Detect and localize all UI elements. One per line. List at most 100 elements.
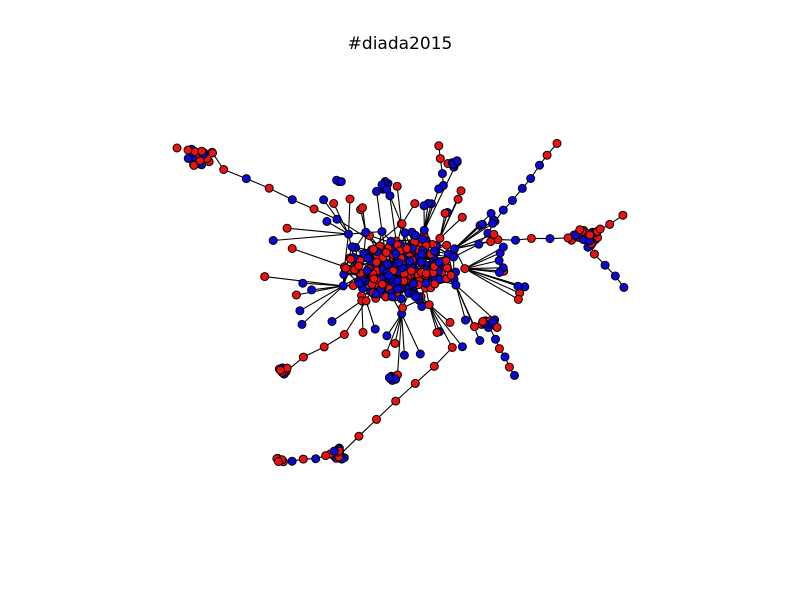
node-blue — [409, 279, 419, 289]
node-blue — [287, 456, 297, 466]
node-blue — [450, 244, 459, 254]
node-red — [298, 352, 308, 362]
node-layer — [172, 138, 629, 467]
node-blue — [600, 260, 610, 270]
edge — [296, 285, 344, 296]
node-red — [377, 279, 387, 289]
node-blue — [545, 234, 555, 244]
node-red — [552, 138, 562, 148]
node-blue — [517, 183, 527, 193]
node-blue — [500, 352, 510, 362]
node-blue — [486, 209, 496, 218]
edge — [401, 313, 421, 355]
edge — [394, 313, 403, 344]
node-red — [504, 362, 514, 372]
edge — [428, 304, 451, 323]
edge — [464, 268, 500, 274]
edge — [385, 313, 403, 354]
node-red — [442, 240, 452, 250]
node-blue — [452, 156, 462, 166]
node-red — [575, 225, 585, 235]
node-red — [361, 296, 371, 306]
node-red — [486, 237, 496, 247]
node-blue — [535, 160, 544, 170]
edge — [439, 198, 459, 239]
node-blue — [449, 252, 458, 262]
node-blue — [419, 201, 429, 211]
node-red — [369, 244, 378, 254]
node-blue — [241, 174, 251, 184]
node-blue — [295, 306, 305, 316]
node-blue — [371, 289, 381, 299]
node-red — [406, 266, 416, 276]
node-red — [282, 223, 292, 233]
edge — [331, 300, 363, 322]
node-red — [354, 431, 364, 441]
node-blue — [477, 219, 487, 229]
edge — [428, 304, 453, 348]
node-blue — [370, 324, 380, 334]
node-blue — [410, 292, 420, 302]
node-blue — [417, 249, 427, 259]
edge — [464, 252, 501, 270]
node-red — [319, 342, 329, 352]
node-blue — [384, 271, 394, 280]
node-red — [492, 322, 502, 332]
node-red — [457, 212, 467, 222]
node-red — [398, 303, 408, 313]
node-blue — [434, 184, 444, 194]
node-red — [183, 145, 193, 155]
node-red — [341, 263, 351, 273]
node-blue — [610, 271, 620, 281]
node-red — [397, 219, 407, 229]
node-red — [489, 229, 499, 239]
node-blue — [498, 205, 508, 215]
node-red — [526, 233, 536, 243]
node-red — [453, 194, 463, 204]
edge — [455, 284, 496, 321]
node-red — [321, 451, 331, 461]
node-blue — [510, 370, 519, 380]
edge — [343, 234, 350, 267]
node-red — [219, 165, 229, 174]
node-blue — [417, 302, 427, 311]
node-blue — [386, 236, 396, 246]
node-red — [445, 317, 455, 327]
node-blue — [513, 281, 523, 291]
node-blue — [362, 266, 372, 276]
node-blue — [363, 253, 373, 263]
node-red — [456, 186, 466, 196]
node-blue — [385, 191, 395, 201]
node-blue — [372, 186, 381, 196]
node-red — [197, 146, 207, 156]
node-red — [563, 233, 573, 243]
edge — [464, 268, 519, 300]
node-red — [372, 414, 381, 424]
node-red — [354, 261, 364, 271]
node-red — [478, 317, 488, 326]
node-blue — [382, 331, 392, 341]
edge — [361, 300, 364, 333]
edge — [396, 313, 403, 376]
node-red — [410, 378, 420, 388]
node-red — [429, 361, 439, 371]
edge — [396, 186, 402, 224]
node-red — [309, 204, 319, 214]
node-blue — [387, 292, 397, 302]
node-blue — [419, 225, 429, 235]
edge — [423, 161, 458, 231]
node-red — [432, 328, 442, 337]
node-red — [358, 327, 368, 337]
node-blue — [377, 227, 387, 237]
node-blue — [307, 285, 317, 295]
node-blue — [268, 236, 278, 245]
node-blue — [347, 242, 357, 252]
node-red — [358, 203, 367, 213]
node-red — [435, 233, 445, 243]
node-red — [446, 270, 456, 280]
node-red — [440, 208, 450, 218]
node-blue — [619, 282, 629, 292]
edge — [454, 222, 493, 250]
edge — [464, 259, 500, 270]
